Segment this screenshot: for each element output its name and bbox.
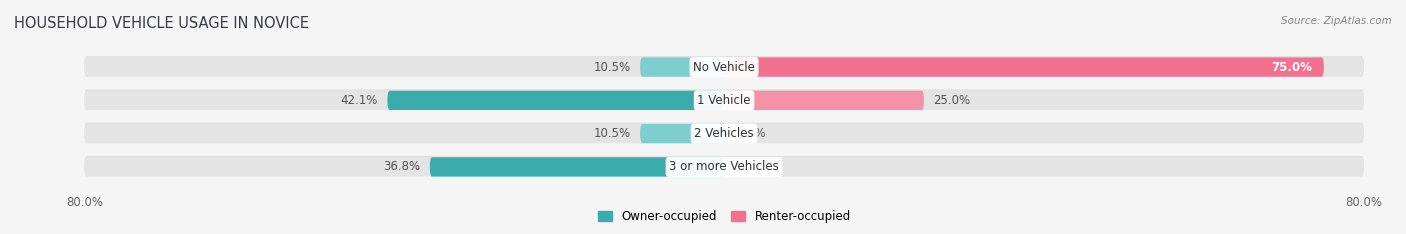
Text: 3 or more Vehicles: 3 or more Vehicles (669, 161, 779, 173)
FancyBboxPatch shape (84, 124, 1364, 143)
Text: 1 Vehicle: 1 Vehicle (697, 94, 751, 107)
Text: HOUSEHOLD VEHICLE USAGE IN NOVICE: HOUSEHOLD VEHICLE USAGE IN NOVICE (14, 16, 309, 31)
Text: 42.1%: 42.1% (340, 94, 378, 107)
FancyBboxPatch shape (640, 124, 724, 143)
FancyBboxPatch shape (84, 89, 1364, 109)
Text: 10.5%: 10.5% (593, 61, 630, 73)
Text: 10.5%: 10.5% (593, 127, 630, 140)
FancyBboxPatch shape (84, 56, 1364, 75)
FancyBboxPatch shape (724, 91, 924, 110)
Text: 75.0%: 75.0% (1271, 61, 1312, 73)
FancyBboxPatch shape (84, 156, 1364, 175)
Text: 0.0%: 0.0% (737, 127, 766, 140)
Legend: Owner-occupied, Renter-occupied: Owner-occupied, Renter-occupied (598, 210, 851, 223)
Text: Source: ZipAtlas.com: Source: ZipAtlas.com (1281, 16, 1392, 26)
Text: No Vehicle: No Vehicle (693, 61, 755, 73)
FancyBboxPatch shape (388, 91, 724, 110)
FancyBboxPatch shape (84, 57, 1364, 77)
FancyBboxPatch shape (724, 57, 1324, 77)
Text: 25.0%: 25.0% (934, 94, 970, 107)
FancyBboxPatch shape (84, 91, 1364, 110)
FancyBboxPatch shape (640, 57, 724, 77)
FancyBboxPatch shape (84, 123, 1364, 142)
FancyBboxPatch shape (84, 157, 1364, 177)
Text: 0.0%: 0.0% (737, 161, 766, 173)
Text: 2 Vehicles: 2 Vehicles (695, 127, 754, 140)
Text: 36.8%: 36.8% (382, 161, 420, 173)
FancyBboxPatch shape (430, 157, 724, 177)
